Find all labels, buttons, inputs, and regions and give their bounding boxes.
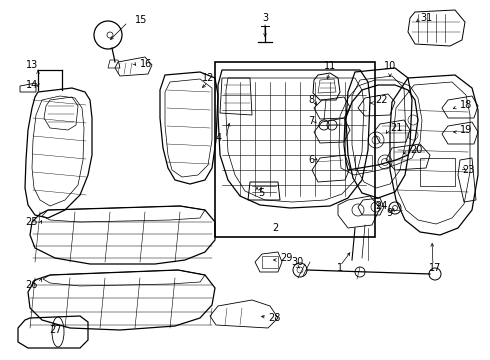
Bar [262, 256, 278, 268]
Text: 7: 7 [308, 116, 314, 126]
Text: 20: 20 [410, 145, 422, 155]
Text: 31: 31 [420, 13, 432, 23]
Text: 22: 22 [375, 95, 388, 105]
Text: 16: 16 [140, 59, 152, 69]
Text: 14: 14 [26, 80, 38, 90]
Text: 24: 24 [375, 201, 388, 211]
Text: 27: 27 [49, 325, 61, 335]
Text: 8: 8 [308, 95, 314, 105]
Text: 19: 19 [460, 125, 472, 135]
Text: 9: 9 [386, 208, 392, 218]
Text: 2: 2 [272, 223, 278, 233]
Text: 6: 6 [308, 155, 314, 165]
Text: 15: 15 [135, 15, 147, 25]
Bar [420, 158, 455, 186]
Text: 29: 29 [280, 253, 293, 263]
Text: 3: 3 [262, 13, 268, 23]
Text: 10: 10 [384, 61, 396, 71]
Text: 1: 1 [337, 263, 343, 273]
Text: 5: 5 [258, 188, 264, 198]
Text: 12: 12 [202, 73, 214, 83]
Text: 25: 25 [25, 217, 38, 227]
Bar [215, 62, 375, 237]
Text: 30: 30 [291, 257, 303, 267]
Text: 28: 28 [268, 313, 280, 323]
Text: 11: 11 [324, 61, 336, 71]
Text: 18: 18 [460, 100, 472, 110]
Text: 26: 26 [25, 280, 38, 290]
Text: 21: 21 [390, 123, 402, 133]
Text: 4: 4 [216, 133, 222, 143]
Text: 17: 17 [429, 263, 441, 273]
Text: 23: 23 [462, 165, 474, 175]
Text: 13: 13 [26, 60, 38, 70]
